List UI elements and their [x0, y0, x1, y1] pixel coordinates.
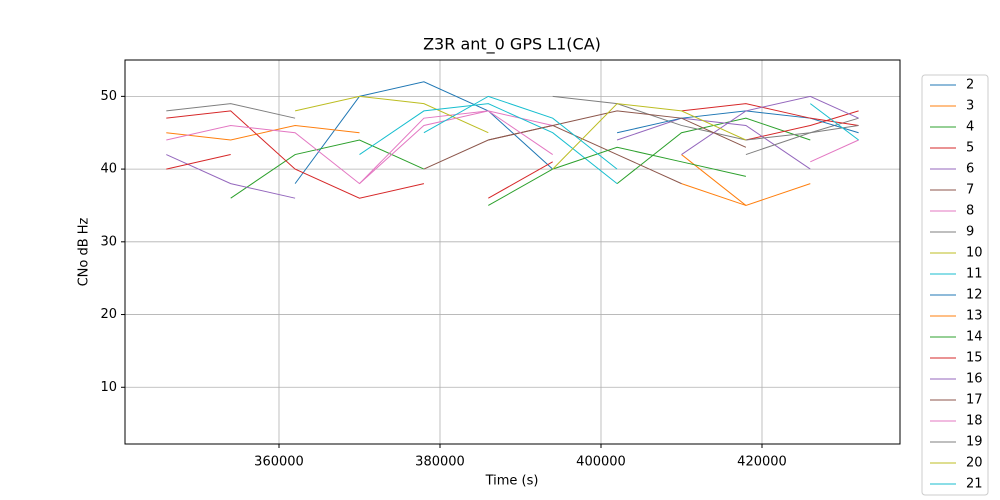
legend-label: 18	[966, 414, 983, 429]
series-line	[359, 103, 618, 185]
legend-box	[921, 74, 989, 496]
legend-label: 3	[966, 99, 974, 114]
legend-label: 21	[966, 477, 983, 492]
y-tick-label: 20	[100, 307, 117, 322]
legend-label: 2	[966, 78, 974, 93]
legend-label: 17	[966, 393, 983, 408]
legend-label: 15	[966, 351, 983, 366]
legend-label: 19	[966, 435, 983, 450]
series-line	[423, 95, 618, 170]
legend-label: 10	[966, 246, 983, 261]
series-line	[166, 154, 296, 199]
series-line	[488, 161, 553, 199]
y-tick-label: 50	[100, 89, 117, 104]
plot-frame	[124, 59, 901, 445]
legend-label: 6	[966, 162, 974, 177]
x-tick-label: 400000	[576, 455, 626, 470]
series-line	[552, 103, 747, 170]
x-tick-label: 420000	[737, 455, 787, 470]
legend-label: 20	[966, 456, 983, 471]
series-line	[745, 110, 859, 141]
series-line	[681, 103, 859, 126]
legend-label: 12	[966, 288, 983, 303]
series-line	[745, 124, 859, 156]
series-line	[681, 183, 747, 206]
legend-label: 5	[966, 141, 974, 156]
legend-label: 9	[966, 225, 974, 240]
series-line	[681, 154, 811, 207]
series-line	[616, 117, 811, 170]
series-line	[166, 154, 231, 170]
y-tick-label: 30	[100, 234, 117, 249]
series-line	[166, 110, 425, 199]
y-axis-label: CNo dB Hz	[77, 217, 92, 286]
series-line	[166, 103, 296, 119]
series-line	[616, 117, 811, 185]
legend-label: 7	[966, 183, 974, 198]
series-line	[681, 95, 859, 155]
x-tick-label: 360000	[254, 455, 304, 470]
y-tick-label: 40	[100, 162, 117, 177]
x-tick-label: 380000	[415, 455, 465, 470]
series-line	[359, 110, 553, 185]
legend-label: 11	[966, 267, 983, 282]
series-line	[488, 146, 747, 206]
legend-label: 13	[966, 309, 983, 324]
legend-label: 8	[966, 204, 974, 219]
legend-label: 4	[966, 120, 974, 135]
series-line	[809, 103, 859, 141]
series-line	[810, 139, 859, 163]
chart-title: Z3R ant_0 GPS L1(CA)	[423, 35, 601, 55]
series-line	[166, 110, 553, 185]
series-line	[166, 124, 360, 141]
series-line	[294, 81, 554, 184]
legend-label: 14	[966, 330, 983, 345]
y-tick-label: 10	[100, 380, 117, 395]
legend-label: 16	[966, 372, 983, 387]
x-axis-label: Time (s)	[485, 474, 539, 489]
series-line	[488, 110, 747, 148]
